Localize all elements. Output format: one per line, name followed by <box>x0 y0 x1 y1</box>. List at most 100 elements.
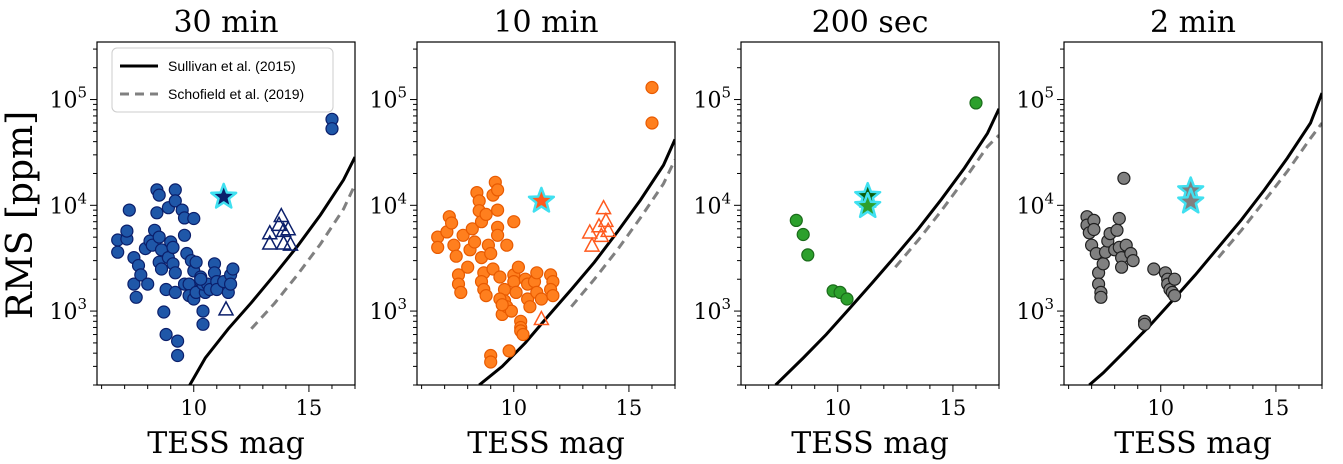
data-point <box>502 344 516 358</box>
y-tick-label: 103 <box>49 295 87 325</box>
y-tick-label: 103 <box>1016 295 1054 325</box>
y-tick-label: 104 <box>1016 189 1054 219</box>
data-point <box>493 270 507 284</box>
data-point <box>484 355 498 369</box>
data-point <box>1167 272 1182 286</box>
data-point <box>507 275 521 289</box>
data-point <box>129 290 143 304</box>
data-point <box>187 211 201 226</box>
x-axis-title: TESS mag <box>791 426 949 461</box>
triangle-point <box>597 211 615 228</box>
triangle-point <box>273 206 290 223</box>
triangle-point <box>595 199 612 215</box>
data-point <box>120 224 134 238</box>
x-tick-label: 10 <box>824 396 851 420</box>
data-point <box>1147 262 1161 276</box>
triangle-point <box>261 234 279 250</box>
y-axis-title: RMS [ppm] <box>0 111 41 319</box>
data-point <box>534 292 549 306</box>
legend-label: Schofield et al. (2019) <box>168 86 304 102</box>
y-tick-label: 105 <box>49 84 87 114</box>
data-point <box>127 277 141 291</box>
data-point <box>454 285 468 299</box>
triangle-point <box>533 309 550 326</box>
data-point <box>196 317 210 331</box>
schofield-curve <box>250 183 355 330</box>
x-tick-label: 10 <box>500 396 527 420</box>
data-point <box>447 238 461 252</box>
data-point <box>431 240 445 254</box>
x-axis-title: TESS mag <box>147 426 305 461</box>
plot-frame <box>96 41 356 386</box>
data-point <box>645 80 659 95</box>
data-point <box>491 228 505 242</box>
data-point <box>1096 257 1110 271</box>
data-point <box>461 260 475 274</box>
y-tick-label: 104 <box>369 189 407 219</box>
x-tick-label: 15 <box>940 396 967 420</box>
data-point <box>141 277 155 291</box>
data-point <box>122 203 136 217</box>
legend: Sullivan et al. (2015) Schofield et al. (… <box>111 47 334 113</box>
data-point <box>456 228 470 242</box>
data-point <box>189 255 203 269</box>
data-point <box>969 96 983 110</box>
plot-area <box>1080 92 1322 385</box>
data-point <box>166 240 180 254</box>
data-point <box>796 227 810 242</box>
data-point <box>500 238 514 252</box>
triangle-point <box>599 221 617 238</box>
data-point <box>1114 260 1129 274</box>
data-point <box>1137 317 1152 331</box>
target-star <box>854 191 882 219</box>
triangle-point <box>217 300 235 316</box>
data-point <box>445 216 459 230</box>
data-point <box>468 235 482 249</box>
data-point <box>171 348 185 363</box>
legend-label: Sullivan et al. (2015) <box>168 58 296 74</box>
target-star <box>210 182 238 209</box>
data-point <box>449 249 463 263</box>
data-point <box>152 230 166 244</box>
data-point <box>1094 290 1108 304</box>
data-point <box>1112 211 1126 226</box>
data-point <box>111 245 125 259</box>
data-point <box>801 248 815 262</box>
panel-title: 30 min <box>173 5 278 40</box>
data-point <box>154 262 169 276</box>
y-tick-label: 105 <box>369 84 407 114</box>
x-tick-label: 10 <box>1147 396 1174 420</box>
data-point <box>479 207 493 221</box>
data-point <box>465 222 479 236</box>
data-point <box>516 327 530 342</box>
x-tick-label: 15 <box>296 396 323 420</box>
data-point <box>479 289 493 303</box>
data-point <box>523 300 537 314</box>
data-point <box>1117 171 1131 185</box>
plot-area <box>111 112 355 385</box>
data-point <box>507 215 521 229</box>
plot-area <box>774 96 999 385</box>
panel-3: 200 sec TESS mag 10 15 103 104 105 <box>693 5 1000 461</box>
plot-frame <box>416 41 676 386</box>
x-tick-label: 10 <box>180 396 207 420</box>
triangle-point <box>279 220 297 236</box>
panel-title: 2 min <box>1150 5 1236 40</box>
plot-frame <box>740 41 1000 386</box>
plot-area <box>431 80 675 385</box>
data-point <box>1167 289 1182 303</box>
sullivan-curve <box>1088 92 1322 385</box>
data-point <box>168 266 182 280</box>
data-point <box>546 289 560 303</box>
data-point <box>150 206 164 220</box>
panel-4: 2 min TESS mag 10 15 103 104 105 <box>1016 5 1323 461</box>
panel-2: 10 min TESS mag 10 15 103 104 105 <box>369 5 676 461</box>
panel-title: 200 sec <box>812 5 929 40</box>
x-axis-title: TESS mag <box>467 426 625 461</box>
sullivan-curve <box>774 108 999 385</box>
panel-1: 30 min TESS mag 10 15 103 104 105 <box>49 5 356 461</box>
data-point <box>134 268 148 282</box>
data-point <box>504 304 518 318</box>
legend-box <box>111 47 334 113</box>
triangle-point <box>275 234 292 250</box>
